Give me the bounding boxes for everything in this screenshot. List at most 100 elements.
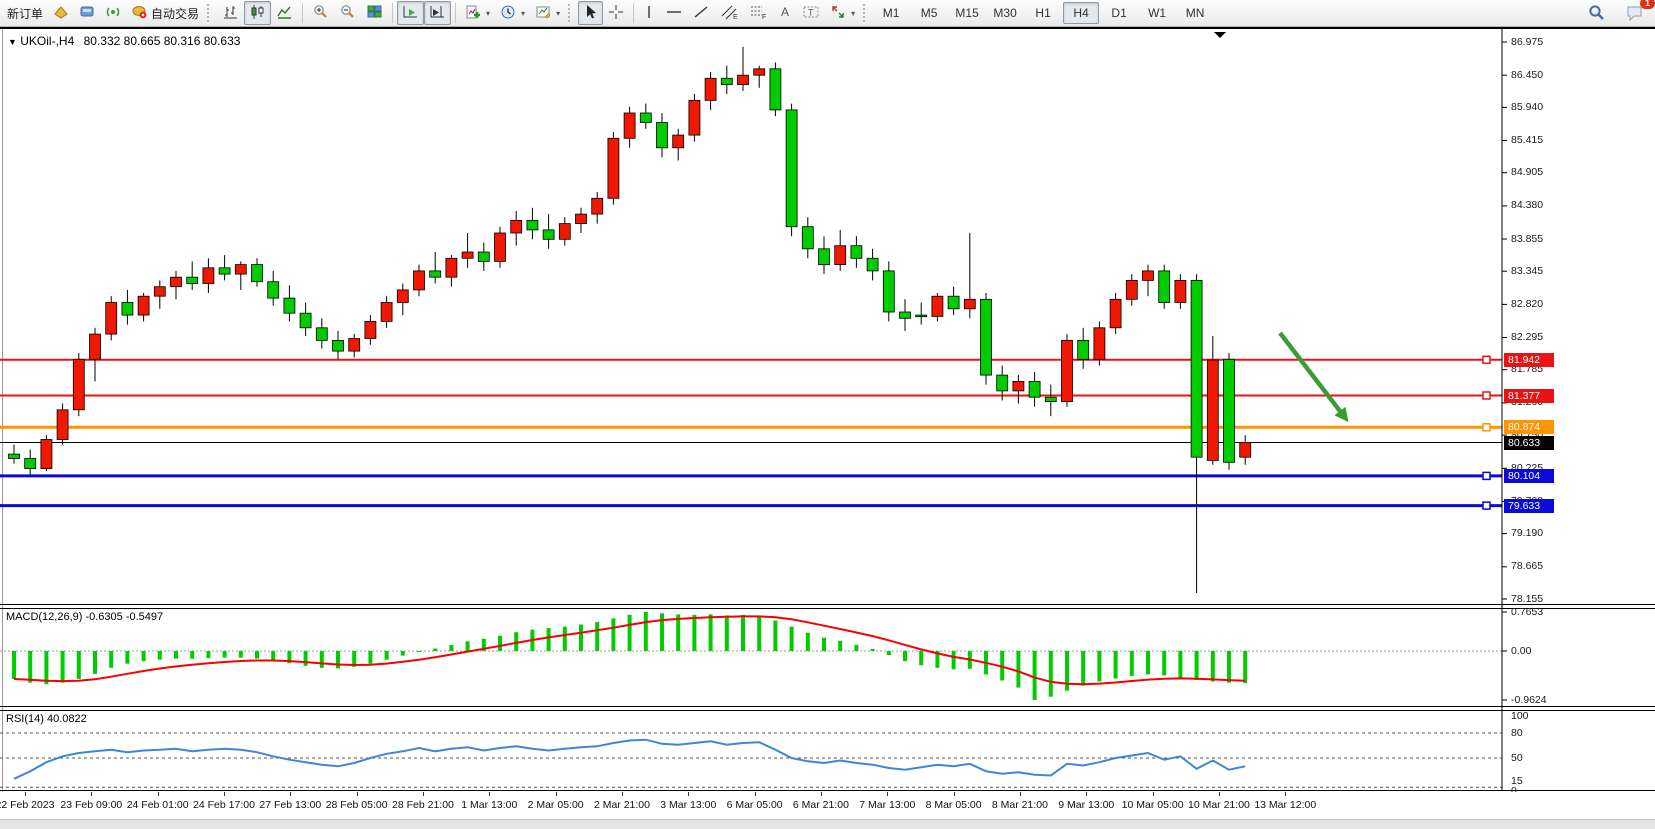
time-tick xyxy=(489,792,491,796)
signals-icon xyxy=(105,4,121,23)
panel-divider[interactable] xyxy=(0,706,1655,707)
search-button[interactable] xyxy=(1582,2,1610,26)
line-chart-icon xyxy=(276,4,293,23)
chart-ohlc-values: 80.332 80.665 80.316 80.633 xyxy=(83,34,241,48)
time-label: 24 Feb 01:00 xyxy=(126,799,189,811)
time-label: 28 Feb 05:00 xyxy=(325,799,388,811)
time-label: 3 Mar 13:00 xyxy=(660,799,717,811)
navigator-button[interactable] xyxy=(74,1,100,25)
time-label: 27 Feb 13:00 xyxy=(259,799,322,811)
text-label-icon: T xyxy=(802,4,820,23)
equidistant-channel-button[interactable]: E xyxy=(715,1,744,25)
text-label-button[interactable]: T xyxy=(797,1,825,25)
time-label: 10 Mar 05:00 xyxy=(1121,799,1184,811)
zoom-in-button[interactable] xyxy=(307,1,334,25)
horizontal-line-button[interactable] xyxy=(660,1,688,25)
market-watch-icon xyxy=(53,4,69,23)
market-watch-button[interactable] xyxy=(48,1,74,25)
timeframe-button-m15[interactable]: M15 xyxy=(955,6,979,20)
periods-icon xyxy=(500,4,517,23)
crosshair-button[interactable] xyxy=(603,1,629,25)
time-tick xyxy=(1019,792,1021,796)
new-order-button[interactable]: 新订单 xyxy=(2,1,48,25)
signals-button[interactable] xyxy=(100,1,126,25)
dropdown-arrow-icon: ▾ xyxy=(851,8,856,18)
fibonacci-icon: F xyxy=(749,4,768,23)
chart-shift-button[interactable] xyxy=(424,1,452,25)
fibonacci-button[interactable]: F xyxy=(744,1,773,25)
time-axis[interactable]: 22 Feb 2023 23 Feb 09:00 24 Feb 01:00 24 Fe… xyxy=(0,792,1655,819)
zoom-out-button[interactable] xyxy=(334,1,361,25)
arrows-button[interactable]: ▾ xyxy=(825,1,860,25)
autotrading-label: 自动交易 xyxy=(151,6,200,21)
timeframe-button-m30[interactable]: M30 xyxy=(993,6,1017,20)
cursor-button[interactable] xyxy=(578,1,604,25)
templates-button[interactable]: ▾ xyxy=(530,1,565,25)
macd-label: MACD(12,26,9) -0.6305 -0.5497 xyxy=(6,611,164,623)
panel-divider[interactable] xyxy=(0,608,1655,609)
indicators-button[interactable]: ▾ xyxy=(460,1,495,25)
chart-window: ▼ UKOil-,H4 80.332 80.665 80.316 80.633 … xyxy=(0,27,1655,819)
dropdown-arrow-icon: ▾ xyxy=(521,8,526,18)
timeframe-button-h4[interactable]: H4 xyxy=(1063,2,1100,24)
periods-button[interactable]: ▾ xyxy=(495,1,530,25)
time-tick xyxy=(422,792,424,796)
time-label: 10 Mar 21:00 xyxy=(1188,799,1250,811)
timeframe-button-h1[interactable]: H1 xyxy=(1035,6,1051,20)
toolbar-separator xyxy=(302,3,304,23)
zoom-in-icon xyxy=(312,4,329,23)
svg-text:T: T xyxy=(808,7,814,17)
line-chart-button[interactable] xyxy=(271,1,298,25)
notifications-button[interactable]: 1 xyxy=(1620,0,1655,26)
text-button[interactable]: A xyxy=(773,1,797,25)
symbol-collapse-icon[interactable]: ▼ xyxy=(8,37,17,47)
autotrading-button[interactable]: 自动交易 xyxy=(126,1,204,25)
panel-divider xyxy=(0,790,1655,791)
time-tick xyxy=(25,792,26,796)
panel-divider[interactable] xyxy=(0,604,1655,605)
horizontal-line-icon xyxy=(665,4,683,23)
time-tick xyxy=(290,792,292,796)
navigator-icon xyxy=(79,4,95,23)
tile-windows-button[interactable] xyxy=(361,1,388,25)
vertical-line-button[interactable] xyxy=(638,1,660,25)
time-label: 13 Mar 12:00 xyxy=(1254,799,1317,811)
bar-chart-button[interactable] xyxy=(217,1,244,25)
timeframe-button-m5[interactable]: M5 xyxy=(920,6,938,20)
auto-scroll-icon xyxy=(402,4,419,23)
timeframe-button-m1[interactable]: M1 xyxy=(882,6,900,20)
time-tick xyxy=(356,792,358,796)
trendline-button[interactable] xyxy=(688,1,715,25)
bar-chart-icon xyxy=(222,4,239,23)
equidistant-channel-icon: E xyxy=(720,4,739,23)
time-tick xyxy=(953,792,955,796)
time-label: 7 Mar 13:00 xyxy=(859,799,916,811)
time-label: 2 Mar 21:00 xyxy=(593,799,650,811)
time-tick xyxy=(754,792,756,796)
candlestick-chart-button[interactable] xyxy=(244,1,272,25)
time-label: 23 Feb 09:00 xyxy=(60,799,123,811)
chat-bubble-icon xyxy=(1625,4,1644,25)
timeframe-button-w1[interactable]: W1 xyxy=(1148,6,1167,20)
toolbar-grip xyxy=(207,4,214,22)
time-tick xyxy=(1285,792,1287,796)
timeframe-button-mn[interactable]: MN xyxy=(1185,6,1205,20)
auto-scroll-button[interactable] xyxy=(397,1,425,25)
timeframe-group: M1 M5 M15 M30 H1 H4 D1 W1 MN xyxy=(873,2,1213,24)
time-tick xyxy=(157,792,159,796)
chart-canvas[interactable] xyxy=(0,29,1655,791)
timeframe-button-d1[interactable]: D1 xyxy=(1111,6,1127,20)
cursor-icon xyxy=(583,4,598,23)
rsi-label: RSI(14) 40.0822 xyxy=(6,713,87,725)
panel-divider[interactable] xyxy=(0,710,1655,711)
time-label: 6 Mar 21:00 xyxy=(792,799,849,811)
status-strip xyxy=(0,819,1655,829)
time-label: 6 Mar 05:00 xyxy=(726,799,783,811)
candlestick-chart-icon xyxy=(249,4,266,23)
time-tick xyxy=(555,792,557,796)
svg-text:A: A xyxy=(781,5,789,19)
time-tick xyxy=(820,792,822,796)
time-tick xyxy=(621,792,623,796)
time-label: 8 Mar 05:00 xyxy=(925,799,982,811)
main-toolbar: 新订单 自动交易 xyxy=(0,0,1655,27)
